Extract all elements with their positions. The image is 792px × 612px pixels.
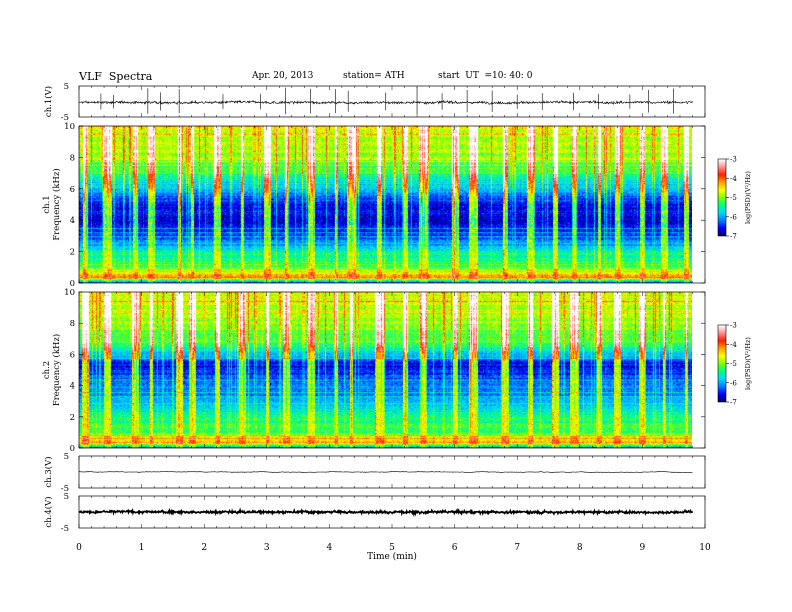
y-axis-label-frequency: Frequency (kHz) bbox=[51, 334, 62, 406]
y-tick-label: 5 bbox=[64, 82, 69, 92]
x-tick-label: 9 bbox=[640, 543, 646, 553]
y-tick-label: 2 bbox=[70, 248, 75, 258]
waveform-trace-ch4 bbox=[78, 507, 694, 518]
colorbar-tick-label: -4 bbox=[730, 175, 737, 183]
date-label: Apr. 20, 2013 bbox=[252, 71, 314, 81]
y-tick-label: -5 bbox=[61, 484, 69, 494]
colorbar-tick-label: -5 bbox=[730, 360, 737, 368]
y-tick-label: 5 bbox=[64, 492, 69, 502]
colorbar-tick-label: -5 bbox=[730, 194, 737, 202]
y-axis-label: ch.1(V) bbox=[43, 86, 54, 117]
y-axis-label: ch.3(V) bbox=[43, 456, 54, 487]
y-tick-label: 6 bbox=[70, 350, 75, 360]
colorbar-tick-label: -7 bbox=[730, 233, 737, 241]
x-tick-label: 7 bbox=[514, 543, 520, 553]
x-tick-label: 5 bbox=[389, 543, 395, 553]
spectrogram-image-ch1 bbox=[79, 126, 692, 283]
colorbar-tick-label: -6 bbox=[730, 213, 737, 221]
y-tick-label: 2 bbox=[70, 413, 75, 423]
waveform-trace-ch3 bbox=[78, 471, 693, 474]
y-tick-label: 0 bbox=[70, 279, 75, 289]
x-tick-label: 4 bbox=[327, 543, 333, 553]
y-tick-label: 10 bbox=[64, 122, 75, 132]
y-axis-label: ch.4(V) bbox=[43, 496, 54, 527]
chart-title: VLF Spectra bbox=[79, 70, 153, 83]
colorbar-ch2 bbox=[718, 325, 726, 402]
colorbar-tick-label: -3 bbox=[730, 322, 737, 330]
y-tick-label: 10 bbox=[64, 288, 75, 298]
x-axis-label: Time (min) bbox=[367, 551, 417, 562]
y-tick-label: 0 bbox=[70, 444, 75, 454]
y-tick-label: 8 bbox=[70, 153, 75, 163]
start-ut-label: start UT = bbox=[438, 71, 493, 81]
y-tick-label: -5 bbox=[61, 524, 69, 534]
x-tick-label: 3 bbox=[264, 543, 270, 553]
colorbar-label: log(PSD)(V²/Hz) bbox=[744, 171, 752, 224]
x-tick-label: 1 bbox=[139, 543, 145, 553]
y-tick-label: 5 bbox=[64, 452, 69, 462]
x-tick-label: 8 bbox=[577, 543, 583, 553]
spectrogram-image-ch2 bbox=[79, 292, 692, 448]
x-tick-label: 2 bbox=[201, 543, 207, 553]
y-axis-label-channel: ch.2 bbox=[42, 361, 52, 379]
colorbar-tick-label: -4 bbox=[730, 341, 737, 349]
y-tick-label: 4 bbox=[70, 382, 75, 392]
y-axis-label-channel: ch.1 bbox=[42, 195, 52, 213]
x-tick-label: 6 bbox=[452, 543, 458, 553]
y-tick-label: 6 bbox=[70, 185, 75, 195]
panel-frame-ch1-waveform bbox=[78, 85, 706, 118]
y-axis-label-frequency: Frequency (kHz) bbox=[51, 168, 62, 240]
x-tick-label: 0 bbox=[76, 543, 82, 553]
y-tick-label: -5 bbox=[61, 113, 69, 123]
x-tick-label: 10 bbox=[699, 543, 711, 553]
colorbar-tick-label: -7 bbox=[730, 399, 737, 407]
colorbar-label: log(PSD)(V²/Hz) bbox=[744, 337, 752, 390]
start-ut-value: 10: 40: 0 bbox=[492, 71, 533, 81]
y-tick-label: 8 bbox=[70, 319, 75, 329]
colorbar-ch1 bbox=[718, 159, 726, 236]
station-label: station= ATH bbox=[343, 71, 405, 81]
colorbar-tick-label: -6 bbox=[730, 379, 737, 387]
y-tick-label: 4 bbox=[70, 216, 75, 226]
colorbar-tick-label: -3 bbox=[730, 156, 737, 164]
